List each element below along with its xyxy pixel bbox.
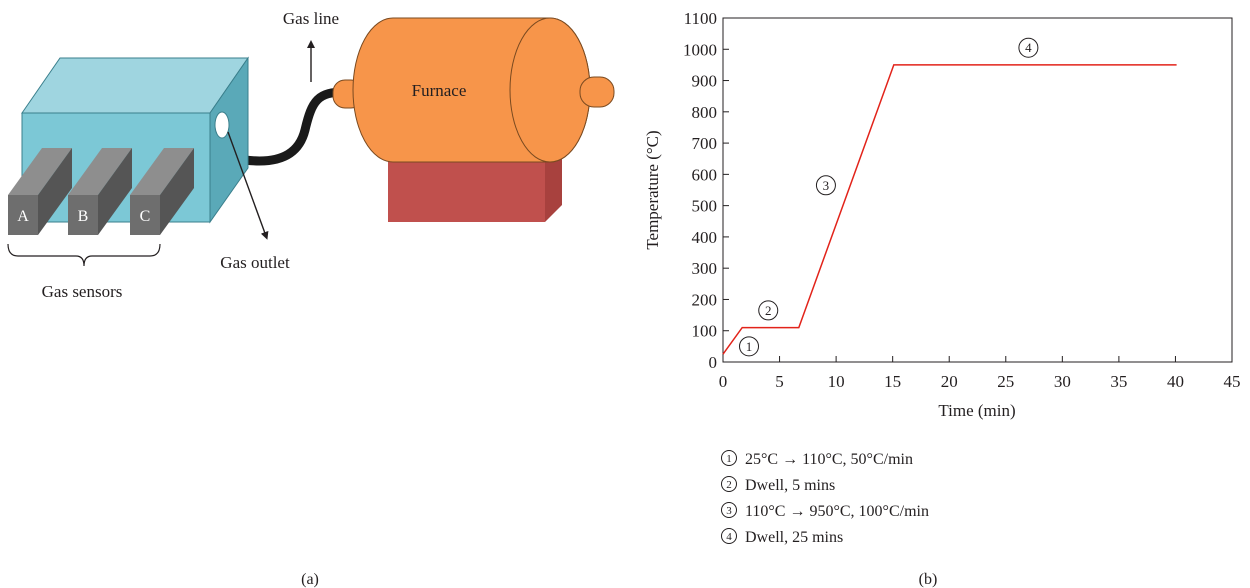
legend-item: 2 Dwell, 5 mins	[721, 476, 835, 494]
legend-marker-circle	[721, 476, 737, 492]
stage-marker-label: 2	[765, 303, 772, 318]
stage-marker-circle	[758, 300, 779, 321]
x-tick-label: 45	[1224, 372, 1241, 391]
sensor-c-side	[160, 148, 194, 235]
gas-outlet-label: Gas outlet	[220, 253, 290, 272]
gas-sensors-brace	[7, 243, 161, 267]
furnace: Furnace	[332, 17, 615, 222]
temperature-profile-line	[722, 64, 1177, 355]
annotation-layer: 1 2 3 4	[739, 37, 1039, 357]
x-tick-label: 10	[828, 372, 845, 391]
stage-marker-label: 3	[823, 178, 830, 193]
sensor-a-front	[8, 195, 38, 235]
y-tick-label: 1100	[684, 9, 717, 28]
sensor-c-top	[130, 148, 194, 195]
gas-sensors-label: Gas sensors	[42, 282, 123, 301]
legend-marker-number: 2	[726, 479, 732, 491]
furnace-stand-side	[545, 145, 562, 222]
legend-item: 1 25°C → 110°C, 50°C/min	[721, 450, 913, 468]
sensor-a: A	[8, 148, 72, 235]
y-tick-label: 200	[692, 290, 718, 309]
y-tick-label: 0	[709, 353, 718, 372]
sensor-b-side	[98, 148, 132, 235]
x-tick-label: 35	[1110, 372, 1127, 391]
sensor-b-label: B	[78, 208, 89, 225]
y-axis-ticks: 0 100 200 300 400 500 600 700 800 900 1000 1100	[683, 9, 729, 372]
stage-marker-circle	[739, 336, 760, 357]
legend-marker-number: 1	[726, 453, 732, 465]
sensor-b: B	[68, 148, 132, 235]
furnace-end-cap	[509, 17, 591, 163]
panel-a-caption: (a)	[301, 571, 319, 588]
sensor-c-front	[130, 195, 160, 235]
legend-text: 25°C → 110°C, 50°C/min	[745, 451, 913, 468]
x-tick-label: 0	[719, 372, 728, 391]
panel-a: Furnace Gas line A B C	[7, 9, 615, 588]
stage-marker-circle	[1018, 37, 1039, 58]
x-tick-label: 25	[997, 372, 1014, 391]
legend-marker-number: 4	[726, 531, 732, 543]
legend-text: Dwell, 25 mins	[745, 529, 843, 546]
sensor-b-front	[68, 195, 98, 235]
y-tick-label: 1000	[683, 40, 717, 59]
y-axis-label: Temperature (°C)	[643, 130, 662, 249]
y-tick-label: 100	[692, 322, 718, 341]
x-tick-label: 40	[1167, 372, 1184, 391]
gas-outlet-port	[214, 111, 230, 139]
sensor-b-top	[68, 148, 132, 195]
x-tick-label: 30	[1054, 372, 1071, 391]
legend-text: Dwell, 5 mins	[745, 477, 835, 494]
stage-marker-label: 1	[746, 339, 753, 354]
chamber-top	[21, 57, 249, 114]
stage-marker-label: 4	[1025, 40, 1032, 55]
furnace-stand	[388, 160, 545, 222]
legend-text: 110°C → 950°C, 100°C/min	[745, 503, 929, 520]
y-tick-label: 900	[692, 72, 718, 91]
furnace-label: Furnace	[412, 81, 467, 100]
stage-legend: 1 25°C → 110°C, 50°C/min 2 Dwell, 5 mins…	[721, 450, 929, 546]
y-tick-label: 500	[692, 197, 718, 216]
legend-marker-number: 3	[726, 505, 732, 517]
temperature-chart: 0 100 200 300 400 500 600 700 800 900 1000 1100 0 5 1…	[643, 9, 1241, 420]
legend-item: 3 110°C → 950°C, 100°C/min	[721, 502, 929, 520]
series-layer	[722, 64, 1177, 355]
sensor-c-label: C	[140, 208, 151, 225]
x-tick-label: 15	[884, 372, 901, 391]
gas-line-label: Gas line	[283, 9, 339, 28]
furnace-outlet-nozzle	[579, 76, 615, 108]
legend-marker-circle	[721, 450, 737, 466]
x-axis-label: Time (min)	[938, 401, 1015, 420]
gas-outlet-arrow	[227, 131, 269, 240]
panel-b-caption: (b)	[919, 571, 938, 588]
plot-frame	[722, 17, 1233, 363]
y-tick-label: 400	[692, 228, 718, 247]
legend-marker-circle	[721, 528, 737, 544]
y-tick-label: 300	[692, 259, 718, 278]
x-tick-label: 5	[775, 372, 784, 391]
legend-item: 4 Dwell, 25 mins	[721, 528, 843, 546]
panel-b: 0 100 200 300 400 500 600 700 800 900 1000 1100 0 5 1…	[643, 9, 1241, 588]
sensor-a-label: A	[17, 208, 29, 225]
y-tick-label: 800	[692, 103, 718, 122]
sensor-c: C	[130, 148, 194, 235]
gas-hose	[240, 87, 350, 166]
x-tick-label: 20	[941, 372, 958, 391]
sensor-a-top	[8, 148, 72, 195]
legend-marker-circle	[721, 502, 737, 518]
x-axis-ticks: 0 5 10 15 20 25 30 35 40 45	[719, 356, 1241, 391]
y-tick-label: 600	[692, 165, 718, 184]
sensor-a-side	[38, 148, 72, 235]
stage-marker-circle	[815, 175, 836, 196]
y-tick-label: 700	[692, 134, 718, 153]
